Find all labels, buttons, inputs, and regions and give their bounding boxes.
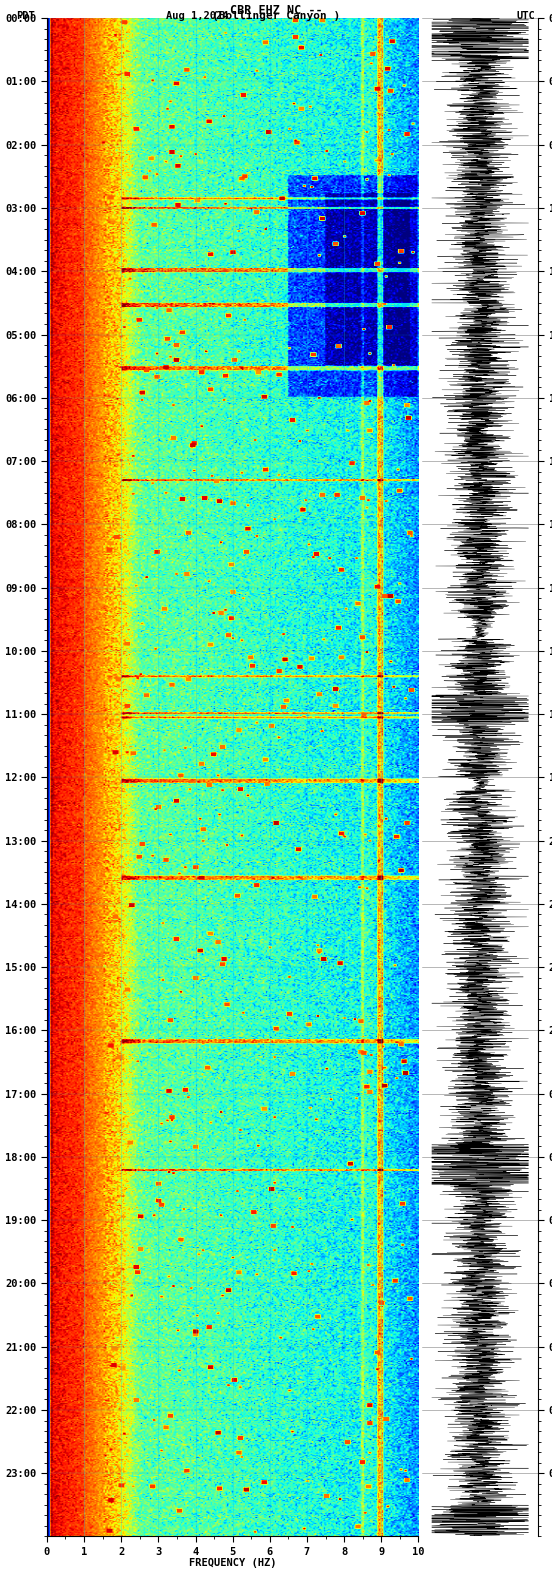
Text: (Bollinger Canyon ): (Bollinger Canyon ): [212, 11, 340, 21]
Text: Aug 1,2024: Aug 1,2024: [166, 11, 228, 21]
X-axis label: FREQUENCY (HZ): FREQUENCY (HZ): [189, 1559, 277, 1568]
Text: CBR EHZ NC --: CBR EHZ NC --: [230, 3, 322, 17]
Text: PDT: PDT: [17, 11, 35, 21]
Text: UTC: UTC: [517, 11, 535, 21]
